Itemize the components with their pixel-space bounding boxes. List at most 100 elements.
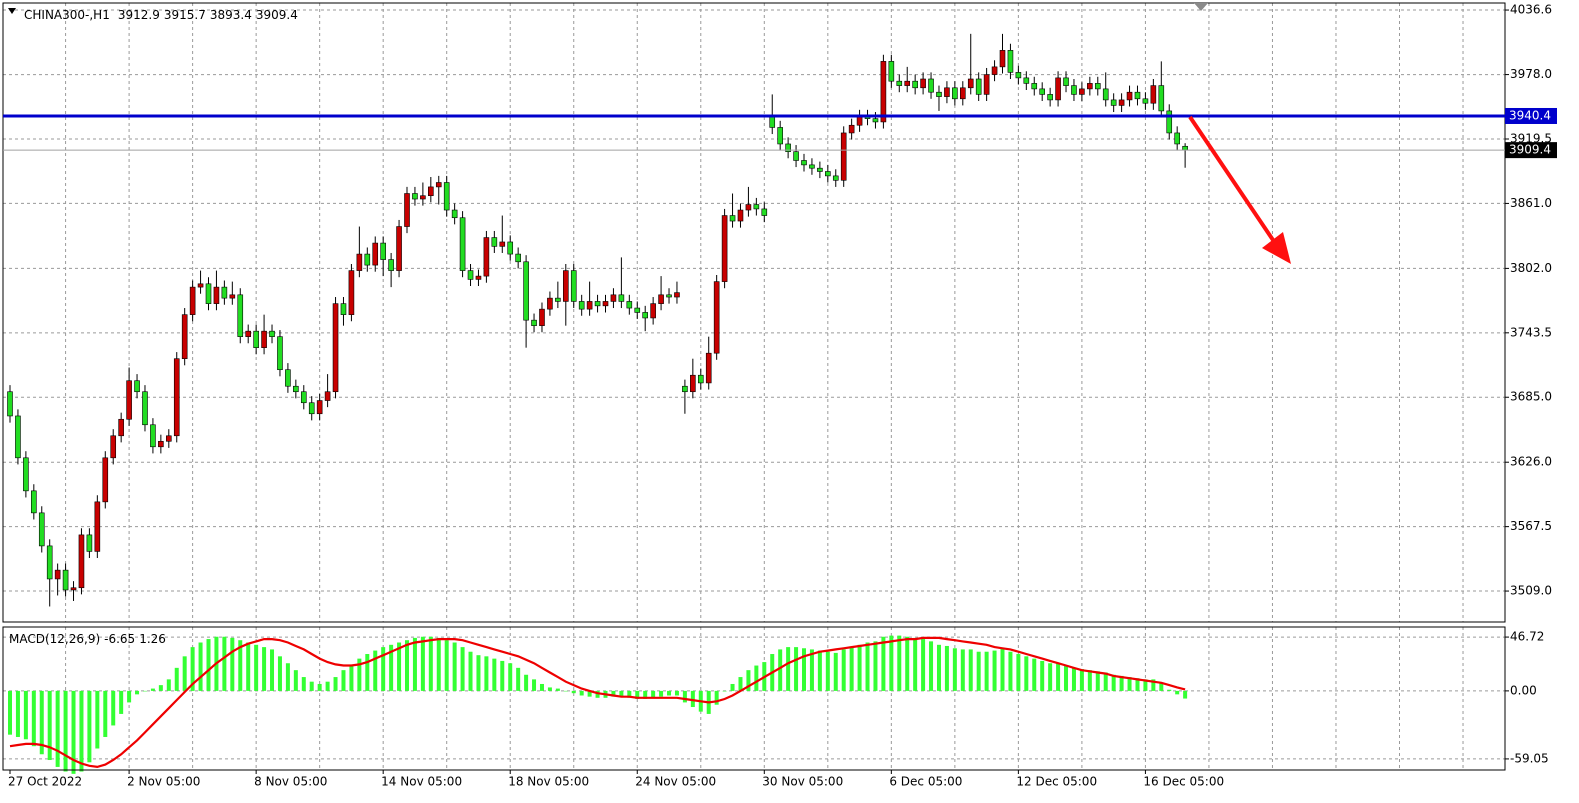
x-tick-label: 27 Oct 2022 [8, 775, 82, 789]
macd-bar [841, 649, 846, 691]
candle-body [729, 215, 736, 222]
candle-body [189, 286, 196, 315]
candle-body [570, 270, 577, 302]
macd-bar [397, 642, 402, 691]
macd-bar [881, 636, 886, 691]
candle-body [983, 74, 990, 95]
macd-bar [794, 647, 799, 691]
macd-bar [158, 685, 163, 691]
macd-bar [555, 688, 560, 691]
macd-bar [190, 647, 195, 691]
signal-value: 1.26 [139, 632, 166, 646]
candle-body [110, 435, 117, 459]
candle-body [562, 270, 569, 302]
candle-body [690, 374, 696, 393]
x-tick-label: 8 Nov 05:00 [254, 775, 327, 789]
macd-bar [659, 690, 664, 697]
macd-bar [420, 636, 425, 691]
macd-bar [8, 690, 12, 735]
candle-body [785, 143, 791, 152]
macd-bar [476, 655, 481, 691]
candle-body [94, 501, 101, 552]
macd-bar [714, 690, 719, 705]
macd-bar [992, 650, 997, 691]
candle-body [682, 385, 688, 393]
macd-bar [39, 690, 44, 755]
close: 3909.4 [256, 8, 298, 22]
candle-body [1150, 85, 1157, 104]
candle-body [293, 385, 299, 393]
macd-bar [1095, 671, 1100, 691]
candle-body [78, 534, 85, 589]
candle-body [491, 237, 498, 247]
candle-body [118, 418, 124, 437]
macd-bar [341, 670, 346, 691]
candle-body [388, 259, 394, 271]
candle-body [840, 132, 847, 181]
macd-name: MACD(12,26,9) [9, 632, 100, 646]
candle-body [817, 167, 823, 172]
candle-body [1126, 91, 1133, 101]
candle-body [316, 400, 323, 415]
macd-bar [1135, 678, 1140, 691]
macd-bar [357, 658, 362, 691]
macd-bar [333, 677, 338, 691]
candle-body [856, 116, 863, 126]
high: 3915.7 [164, 8, 206, 22]
signal-line [9, 636, 1186, 769]
candle-body [825, 171, 831, 177]
macd-bar [897, 635, 902, 691]
macd-bar [738, 677, 743, 691]
candle-body [769, 116, 776, 128]
candle-body [1102, 88, 1109, 101]
y-tick-label: 3567.5 [1510, 519, 1552, 533]
candle-body [428, 186, 434, 197]
candle-body [380, 242, 386, 260]
macd-bar [929, 641, 934, 691]
macd-bar [643, 690, 648, 699]
candle-body [594, 301, 601, 307]
macd-bar [635, 690, 640, 699]
candle-body [324, 391, 331, 401]
macd-bar [293, 670, 298, 691]
macd-bar [627, 690, 632, 698]
macd-bar [1103, 672, 1108, 691]
x-tick-label: 2 Nov 05:00 [127, 775, 200, 789]
macd-bar [516, 667, 521, 691]
macd-bar [524, 674, 529, 691]
candle-body [531, 319, 537, 326]
arrow-head [1262, 232, 1291, 264]
candle-body [475, 275, 482, 280]
macd-bar [1048, 663, 1053, 691]
macd-bar [682, 690, 687, 703]
candle-body [904, 80, 911, 86]
candle-body [229, 294, 236, 299]
macd-bar [778, 649, 783, 691]
macd-bar [833, 652, 838, 691]
macd-bar [309, 681, 314, 691]
candle-body [896, 80, 903, 86]
x-tick-label: 14 Nov 05:00 [381, 775, 462, 789]
macd-bar [1087, 670, 1092, 691]
candle-body [920, 78, 926, 89]
candle-body [70, 587, 77, 591]
macd-bar [674, 690, 679, 696]
macd-bar [301, 677, 306, 691]
macd-bar [849, 647, 854, 691]
x-tick-label: 6 Dec 05:00 [889, 775, 962, 789]
macd-bar [444, 640, 449, 691]
candle-body [372, 242, 379, 266]
macd-bar [905, 636, 910, 691]
candle-body [46, 545, 53, 580]
candle-body [642, 312, 649, 319]
candle-body [586, 301, 593, 310]
macd-bar [285, 663, 290, 691]
macd-bar [873, 641, 878, 691]
macd-bar [913, 637, 918, 691]
candle-body [1023, 77, 1030, 84]
macd-bar [150, 688, 155, 691]
candle-body [777, 127, 783, 145]
candle-body [435, 182, 442, 188]
y-tick-label: 3743.5 [1510, 325, 1552, 339]
